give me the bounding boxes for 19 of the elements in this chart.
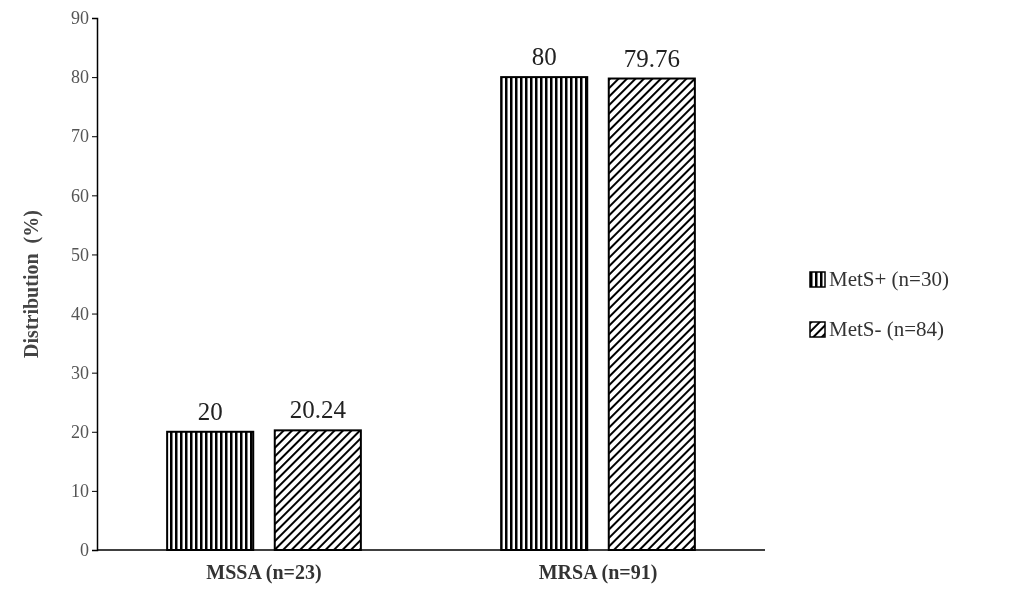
legend-label: MetS+ (n=30) (829, 267, 949, 291)
y-tick-label: 0 (80, 540, 89, 561)
y-tick-label: 10 (71, 481, 89, 502)
y-tick-label: 30 (71, 362, 89, 383)
y-tick-label: 60 (71, 185, 89, 206)
data-label: 79.76 (623, 44, 680, 72)
y-tick-label: 90 (71, 8, 89, 29)
y-tick-label: 80 (71, 67, 89, 88)
data-label: 20.24 (289, 396, 347, 424)
y-tick-label: 50 (71, 244, 89, 265)
x-tick-label: MSSA (n=23) (206, 561, 322, 584)
legend-label: MetS- (n=84) (829, 317, 945, 341)
data-label: 20 (197, 397, 223, 425)
y-tick-label: 70 (71, 126, 89, 147)
y-tick-label: 40 (71, 303, 89, 324)
y-tick-label: 20 (71, 422, 89, 443)
x-tick-label: MRSA (n=91) (538, 561, 658, 584)
data-label: 80 (531, 43, 557, 71)
y-axis-title: Distribution (%) (20, 210, 43, 358)
